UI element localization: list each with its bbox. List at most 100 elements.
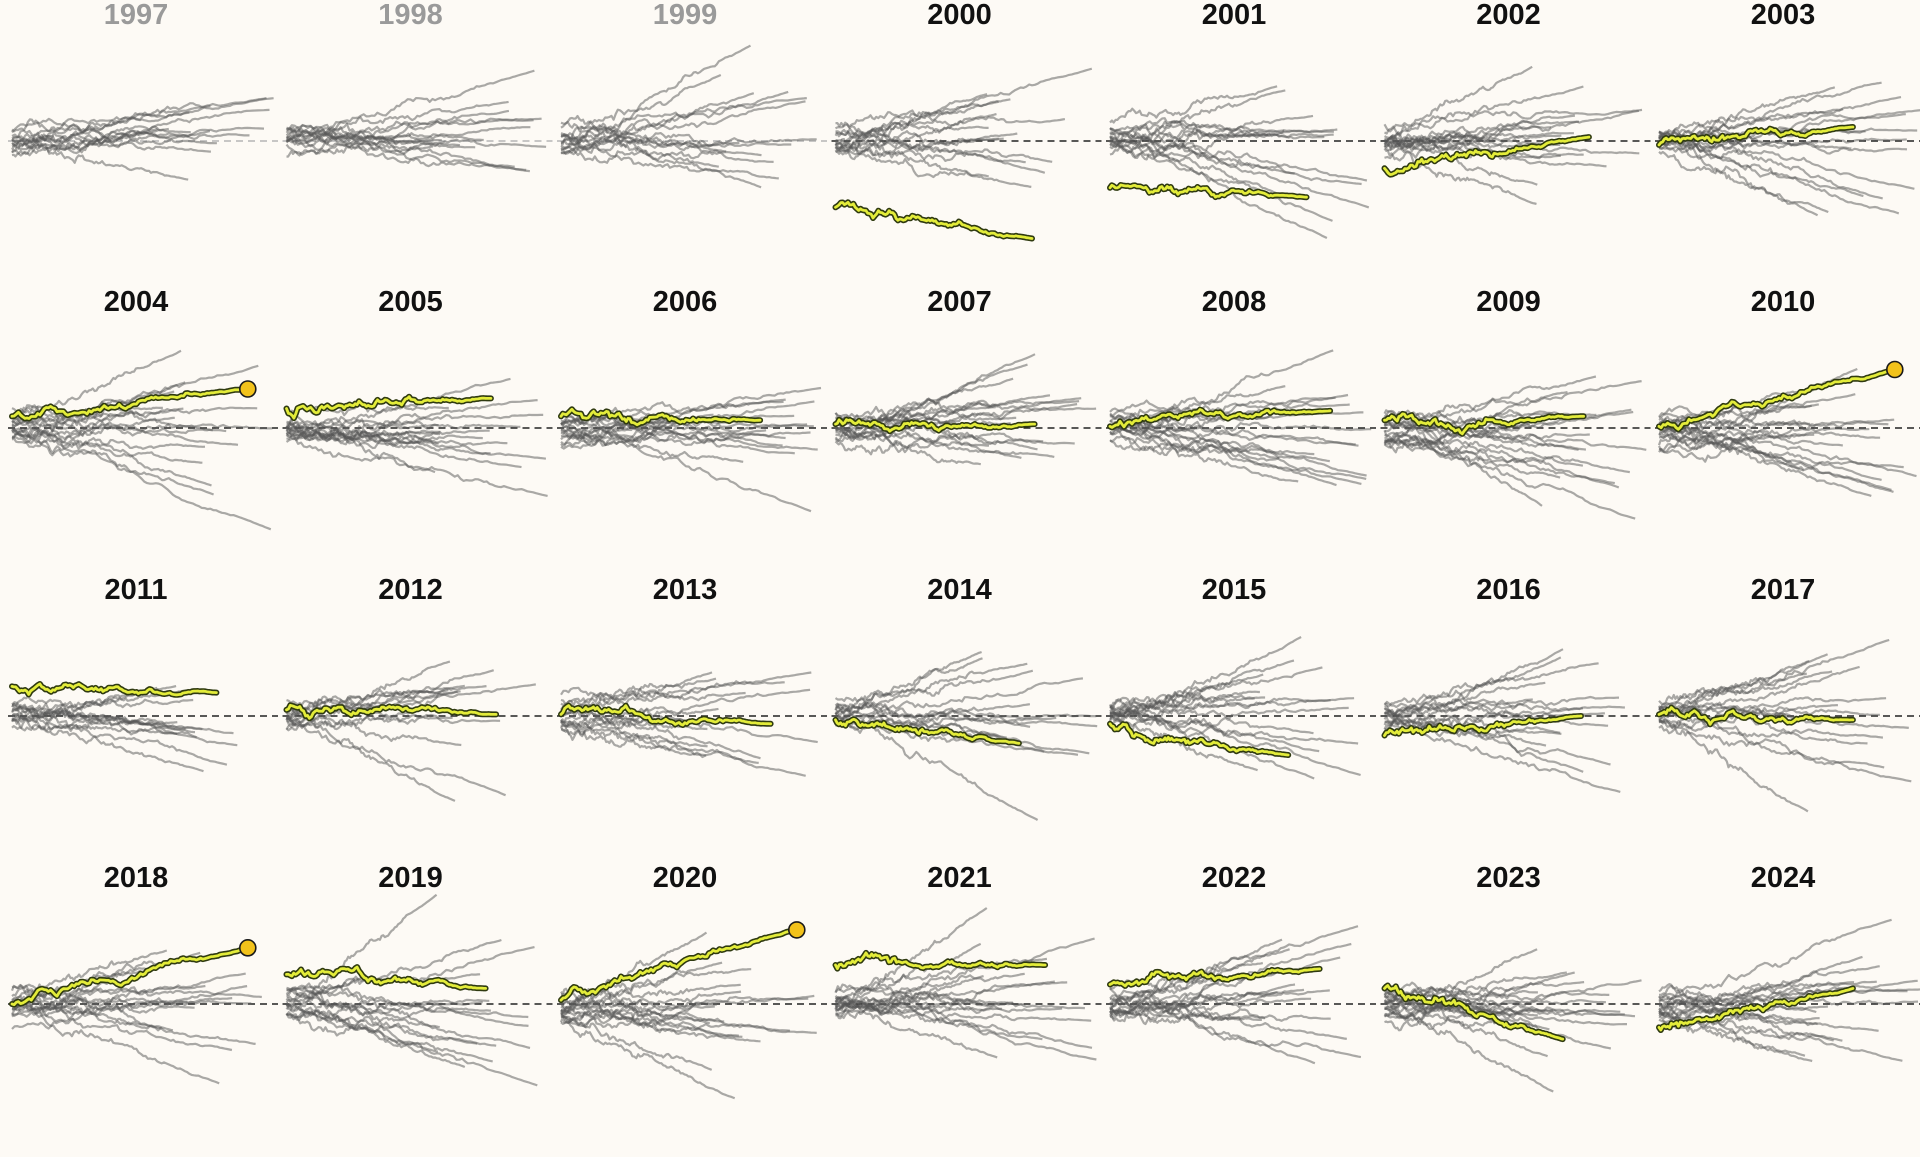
panel-2000: 2000 [831,0,1102,242]
panel-2023: 2023 [1380,862,1651,1093]
trajectory-line [1658,1015,1813,1063]
trajectory-line [11,407,213,432]
highlight-line-2004 [10,387,250,420]
trajectory-line [1383,698,1625,715]
trajectory-line [1109,127,1370,209]
trajectory-line [11,349,182,425]
trajectory-line [835,93,988,145]
trajectory-line [1384,695,1620,716]
trajectory-line [1657,134,1819,217]
panel-title-2001: 2001 [1202,0,1267,31]
trajectory-line [1384,708,1561,734]
panel-2003: 2003 [1655,0,1920,217]
panel-title-2023: 2023 [1476,862,1541,894]
panel-2006: 2006 [557,286,827,513]
trajectory-line [560,431,811,450]
trajectory-line [11,134,211,153]
trajectory-line [1658,424,1882,481]
panel-2013: 2013 [557,574,827,777]
trajectory-line [286,429,490,444]
trajectory-line [1658,429,1881,449]
endpoint-marker-2010 [1886,360,1904,379]
panel-title-2021: 2021 [927,862,992,894]
trajectory-line [1109,1010,1362,1059]
highlight-line-2016 [1383,714,1583,737]
trajectory-line [834,419,1055,458]
trajectory-line [11,1006,233,1052]
trajectory-line [285,716,456,802]
panel-2005: 2005 [282,286,553,497]
trajectory-line [11,427,215,496]
panel-title-2002: 2002 [1476,0,1541,31]
highlight-line-2005 [285,395,493,420]
panel-title-2014: 2014 [927,574,992,606]
trajectory-line [1384,410,1634,442]
highlight-line-2019 [285,965,487,990]
trajectory-line [1658,918,1892,1006]
trajectory-line [11,118,191,139]
trajectory-line [286,986,529,1027]
panel-2008: 2008 [1106,286,1376,487]
trajectory-line [834,708,1090,755]
trajectory-line [1109,427,1280,460]
trajectory-line [285,938,502,1003]
trajectory-line [1109,925,1359,1003]
trajectory-line [560,720,806,777]
trajectory-line [1383,720,1562,738]
trajectory-line [1658,995,1835,1042]
trajectory-line [1658,653,1829,713]
highlight-line-2017 [1657,706,1855,726]
panel-2004: 2004 [8,286,278,531]
trajectory-line [834,701,1007,739]
panel-2011: 2011 [8,574,278,773]
panel-2016: 2016 [1380,574,1651,793]
trajectory-line [285,100,509,142]
highlight-line-2010 [1657,368,1897,431]
trajectory-line [1109,393,1349,428]
trajectory-line [286,130,442,148]
trajectory-line [560,398,786,427]
trajectory-line [1109,690,1260,711]
trajectory-line [834,907,988,1010]
highlight-line-2009 [1383,412,1585,436]
trajectory-line [834,657,983,715]
trajectory-line [1658,718,1868,745]
trajectory-line [834,145,1032,188]
trajectory-line [1658,150,1829,214]
trajectory-line [1658,425,1892,491]
highlight-line-2024 [1657,987,1855,1032]
panel-1997: 1997 [8,0,278,181]
trajectory-line [285,999,491,1018]
trajectory-line [1109,131,1268,148]
trajectory-line [835,141,1026,164]
trajectory-line [1109,694,1266,718]
highlight-line-2002 [1383,135,1591,176]
highlight-line-2013 [559,704,772,727]
trajectory-line [560,728,707,757]
panel-2009: 2009 [1380,286,1651,520]
panel-title-2008: 2008 [1202,286,1267,318]
trajectory-line [560,90,789,156]
trajectory-line [560,997,809,1017]
highlight-line-2018 [10,946,250,1006]
trajectory-line [834,440,982,466]
trajectory-line [1383,136,1640,155]
highlight-line-2003 [1657,125,1855,147]
trajectory-line [1658,404,1812,425]
panel-2018: 2018 [8,862,278,1085]
trajectory-line [834,123,1046,174]
trajectory-line [560,688,811,731]
highlight-line-2000 [834,200,1034,240]
trajectory-line [560,97,807,145]
highlight-line-2020 [559,928,799,1002]
panel-title-2005: 2005 [378,286,443,318]
panel-2010: 2010 [1655,286,1920,497]
trajectory-line [285,893,438,1010]
trajectory-line [1109,712,1314,735]
trajectory-line [1658,718,1912,783]
trajectory-line [11,715,178,736]
trajectory-line [560,430,783,447]
trajectory-line [1109,420,1359,447]
trajectory-line [285,412,544,431]
